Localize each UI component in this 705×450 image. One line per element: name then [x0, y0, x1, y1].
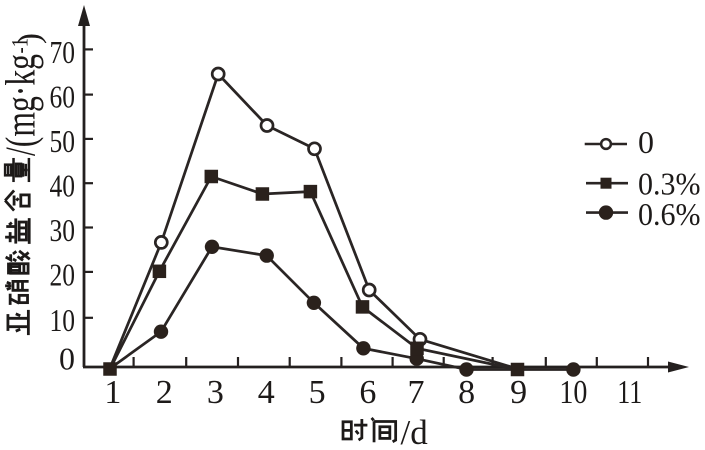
svg-text:0: 0 [59, 340, 75, 376]
svg-text:): ) [12, 33, 48, 44]
svg-text:70: 70 [50, 34, 76, 70]
svg-text:0.6%: 0.6% [638, 196, 701, 232]
svg-text:2: 2 [156, 374, 173, 411]
svg-text:60: 60 [50, 79, 76, 115]
svg-text:/(mg·kg: /(mg·kg [0, 54, 45, 156]
svg-text:10: 10 [50, 302, 76, 338]
svg-text:11: 11 [617, 374, 642, 411]
svg-text:5: 5 [309, 374, 326, 411]
svg-text:/d: /d [401, 413, 429, 450]
svg-text:20: 20 [50, 256, 76, 292]
svg-text:8: 8 [458, 374, 475, 411]
svg-text:9: 9 [510, 374, 527, 411]
svg-text:7: 7 [408, 374, 425, 411]
svg-text:0.3%: 0.3% [638, 166, 701, 202]
svg-text:4: 4 [258, 374, 275, 411]
svg-text:6: 6 [359, 374, 376, 411]
svg-text:0: 0 [638, 124, 654, 160]
svg-text:10: 10 [559, 374, 587, 411]
svg-text:1: 1 [104, 374, 121, 411]
svg-text:3: 3 [207, 374, 224, 411]
svg-text:30: 30 [50, 212, 76, 248]
svg-text:-1: -1 [8, 38, 33, 54]
svg-text:50: 50 [50, 123, 76, 159]
svg-text:40: 40 [50, 168, 76, 204]
